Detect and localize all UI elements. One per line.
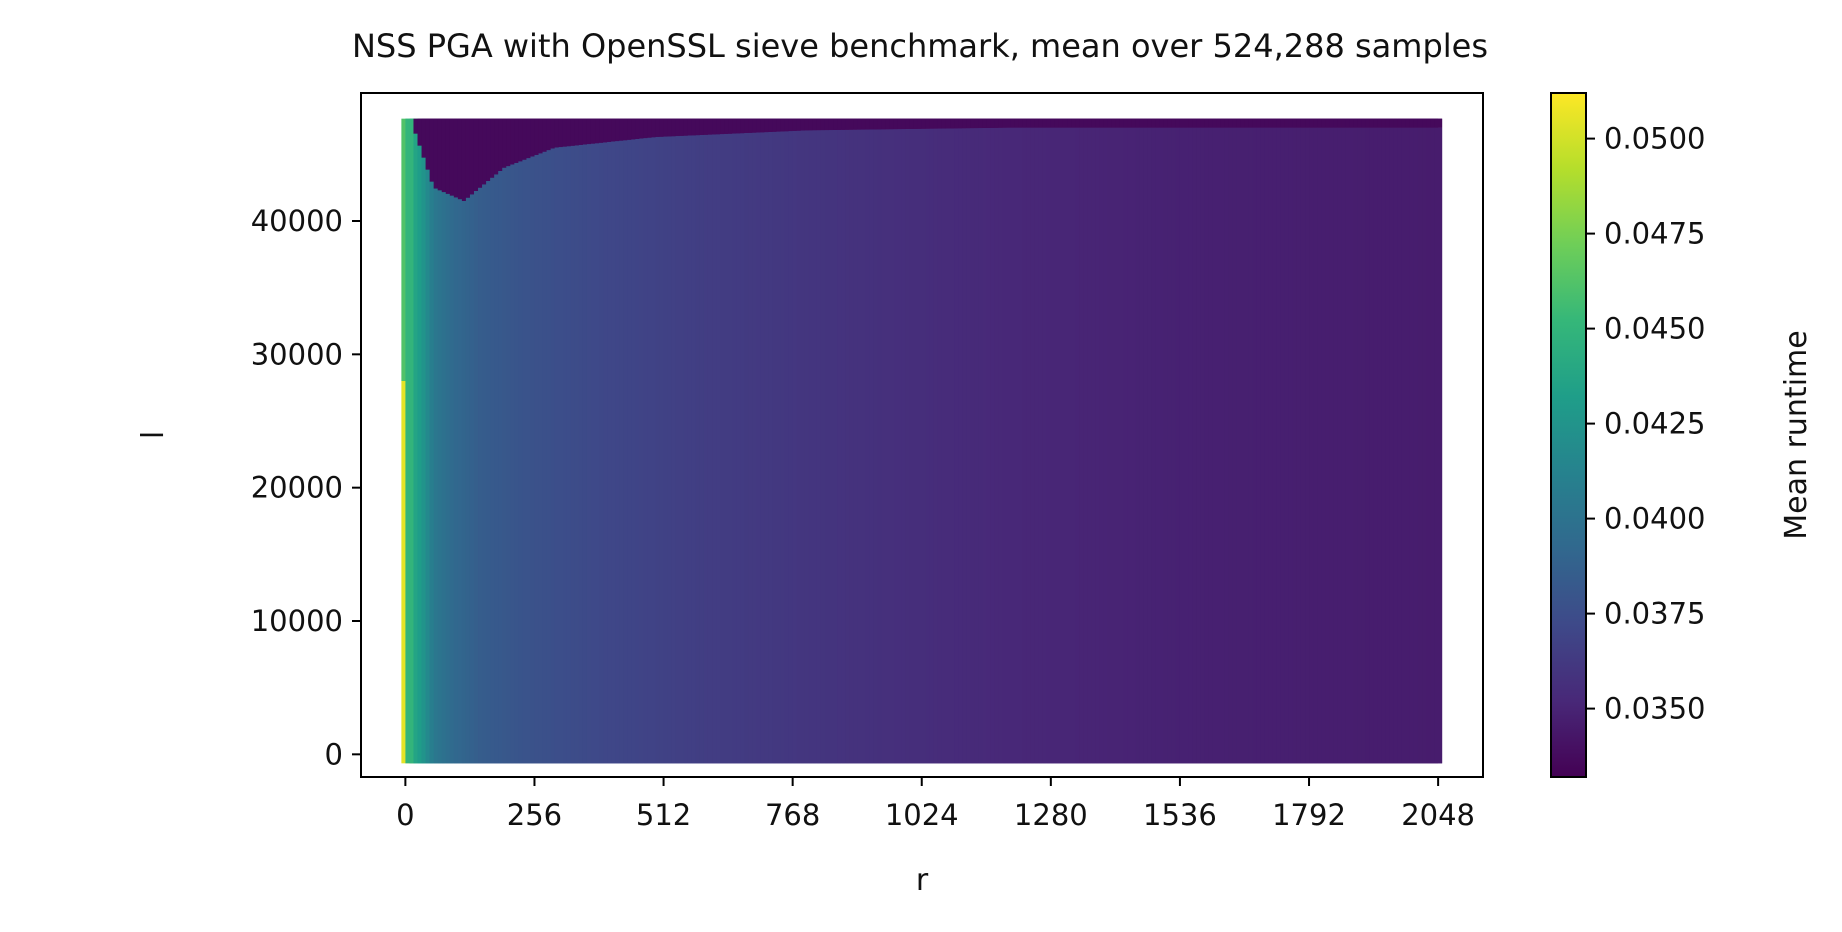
- x-tick-label: 2048: [1401, 798, 1475, 832]
- colorbar-tick-label: 0.0375: [1604, 597, 1705, 631]
- colorbar-frame: [1550, 92, 1587, 778]
- colorbar-label: Mean runtime: [1779, 330, 1814, 539]
- colorbar-tick-label: 0.0400: [1604, 502, 1705, 536]
- plot-area: [360, 92, 1484, 778]
- x-tick-label: 1024: [885, 798, 959, 832]
- y-tick-label: 40000: [251, 204, 343, 238]
- colorbar-tick-label: 0.0425: [1604, 407, 1705, 441]
- y-tick-label: 0: [325, 737, 343, 771]
- x-tick-label: 0: [396, 798, 414, 832]
- x-tick-label: 1536: [1143, 798, 1217, 832]
- x-tick-label: 1280: [1014, 798, 1088, 832]
- y-tick-label: 10000: [251, 604, 343, 638]
- colorbar-gradient: [1551, 93, 1586, 777]
- y-tick-label: 20000: [251, 471, 343, 505]
- y-axis: 0 10000 20000 30000 40000: [251, 204, 361, 771]
- x-tick-label: 256: [507, 798, 562, 832]
- colorbar-tick-label: 0.0350: [1604, 692, 1705, 726]
- colorbar: 0.0350 0.0375 0.0400 0.0425 0.0450 0.0475 0.05…: [1550, 92, 1814, 778]
- x-axis-label: r: [916, 863, 929, 898]
- heatmap-cell: [1434, 127, 1443, 764]
- heatmap-cell: [1434, 118, 1443, 128]
- x-tick-label: 768: [765, 798, 820, 832]
- heatmap-cells: [401, 118, 1443, 764]
- y-axis-label: l: [136, 431, 171, 439]
- y-tick-label: 30000: [251, 337, 343, 371]
- colorbar-tick-label: 0.0500: [1604, 122, 1705, 156]
- chart-title: NSS PGA with OpenSSL sieve benchmark, me…: [352, 27, 1488, 65]
- colorbar-tick-label: 0.0475: [1604, 217, 1705, 251]
- x-tick-label: 512: [636, 798, 691, 832]
- colorbar-ticks: 0.0350 0.0375 0.0400 0.0425 0.0450 0.0475 0.05…: [1586, 122, 1705, 726]
- x-tick-label: 1792: [1272, 798, 1346, 832]
- x-axis: 0 256 512 768 1024 1280 1536 1792 2048: [396, 777, 1475, 832]
- colorbar-tick-label: 0.0450: [1604, 312, 1705, 346]
